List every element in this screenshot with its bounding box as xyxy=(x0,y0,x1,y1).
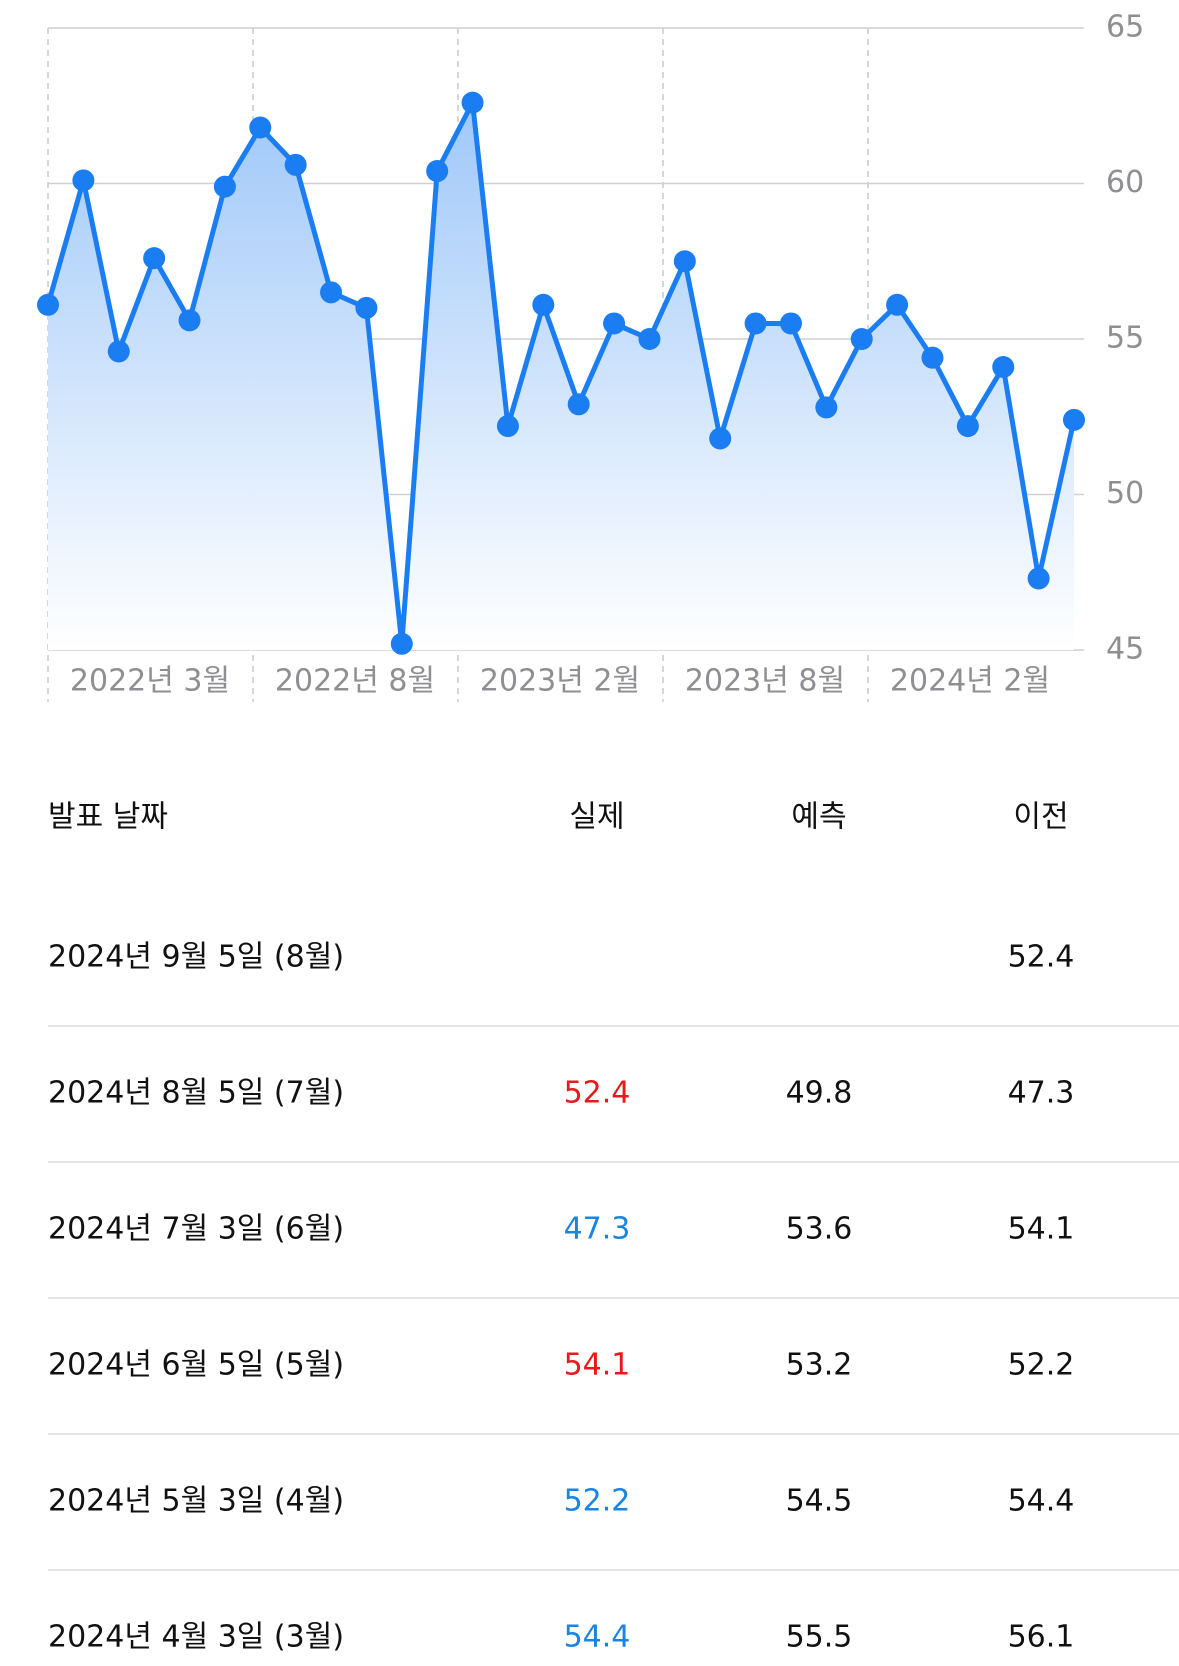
table-cell: 47.3 xyxy=(564,1212,631,1247)
y-tick-label: 60 xyxy=(1106,165,1144,200)
y-tick-label: 55 xyxy=(1106,321,1144,356)
area xyxy=(48,102,1074,650)
table-cell: 2024년 6월 5일 (5월) xyxy=(48,1348,344,1383)
point xyxy=(72,169,95,192)
x-tick-label: 2023년 2월 xyxy=(480,664,640,699)
point xyxy=(213,175,236,198)
table-cell: 52.2 xyxy=(1008,1348,1075,1383)
point xyxy=(567,393,590,416)
point xyxy=(1027,567,1050,590)
y-tick-label: 45 xyxy=(1106,632,1144,667)
point xyxy=(143,247,166,270)
table-cell: 54.5 xyxy=(786,1484,853,1519)
point xyxy=(709,427,732,450)
table-cell: 52.4 xyxy=(1008,940,1075,975)
table-cell: 52.2 xyxy=(564,1484,631,1519)
table-cell: 2024년 8월 5일 (7월) xyxy=(48,1076,344,1111)
table-cell: 55.5 xyxy=(786,1620,853,1655)
x-tick-label: 2022년 3월 xyxy=(70,664,230,699)
point xyxy=(390,632,413,655)
x-tick-label: 2024년 2월 xyxy=(890,664,1050,699)
table-header: 예측 xyxy=(791,800,846,835)
point xyxy=(779,312,802,335)
table-cell: 52.4 xyxy=(564,1076,631,1111)
point xyxy=(461,91,484,114)
table-cell: 53.2 xyxy=(786,1348,853,1383)
x-tick-label: 2023년 8월 xyxy=(685,664,845,699)
table-cell: 54.4 xyxy=(1008,1484,1075,1519)
y-tick-label: 50 xyxy=(1106,476,1144,511)
point xyxy=(107,340,130,363)
table-header: 실제 xyxy=(569,800,624,835)
point xyxy=(284,153,307,176)
point xyxy=(886,293,909,316)
point xyxy=(532,293,555,316)
table-cell: 54.4 xyxy=(564,1620,631,1655)
point xyxy=(496,415,519,438)
point xyxy=(37,293,59,316)
table-header: 발표 날짜 xyxy=(48,800,168,835)
point xyxy=(921,346,944,369)
table-cell: 53.6 xyxy=(786,1212,853,1247)
point xyxy=(178,309,201,332)
point xyxy=(992,355,1015,378)
table-cell: 54.1 xyxy=(564,1348,631,1383)
point xyxy=(603,312,626,335)
point xyxy=(320,281,343,304)
point xyxy=(249,116,272,139)
table-cell: 56.1 xyxy=(1008,1620,1075,1655)
point xyxy=(850,328,873,350)
point xyxy=(638,328,661,350)
point xyxy=(673,250,696,273)
point xyxy=(815,396,838,419)
point xyxy=(1063,408,1085,431)
table-cell: 54.1 xyxy=(1008,1212,1075,1247)
table-header: 이전 xyxy=(1013,800,1068,835)
table-cell: 2024년 4월 3일 (3월) xyxy=(48,1620,344,1655)
point xyxy=(744,312,767,335)
x-tick-label: 2022년 8월 xyxy=(275,664,435,699)
table-cell: 2024년 5월 3일 (4월) xyxy=(48,1484,344,1519)
y-tick-label: 65 xyxy=(1106,10,1144,45)
point xyxy=(426,160,449,183)
point xyxy=(956,415,979,438)
point xyxy=(355,296,378,319)
table-cell: 49.8 xyxy=(786,1076,853,1111)
table-cell: 47.3 xyxy=(1008,1076,1075,1111)
table-cell: 2024년 7월 3일 (6월) xyxy=(48,1212,344,1247)
table-cell: 2024년 9월 5일 (8월) xyxy=(48,940,344,975)
